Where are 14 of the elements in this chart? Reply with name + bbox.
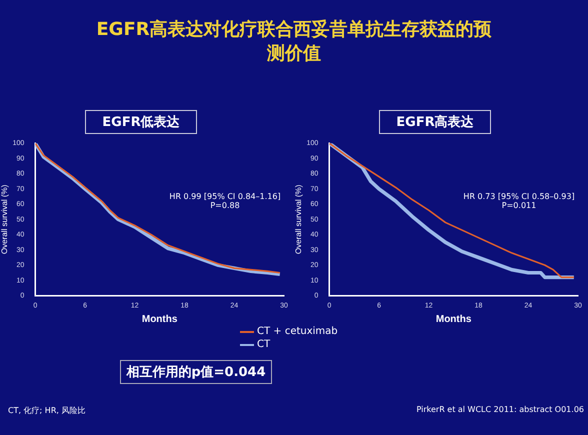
legend-label: CT — [257, 339, 270, 350]
text: EGFR高表达对化疗联合西妥昔单抗生存获益的预测价值 — [95, 18, 493, 66]
annotation: HR 0.99 [95% CI 0.84–1.16] P=0.88 — [169, 192, 281, 210]
text: CT, 化疗; HR, 风险比 — [8, 405, 86, 416]
x-axis-title: Months — [436, 314, 472, 325]
annotation: HR 0.73 [95% CI 0.58–0.93] P=0.011 — [462, 192, 576, 210]
y-axis-title: Overall survival (%) — [0, 184, 10, 254]
chart-title: EGFR低表达 — [85, 110, 197, 134]
legend-label: CT + cetuximab — [257, 326, 338, 337]
text: PirkerR et al WCLC 2011: abstract O01.06 — [415, 405, 584, 414]
chart-title: EGFR高表达 — [379, 110, 491, 134]
y-axis-title: Overall survival (%) — [294, 184, 304, 254]
text: 相互作用的p值=0.044 — [120, 360, 272, 384]
x-axis-title: Months — [142, 314, 178, 325]
